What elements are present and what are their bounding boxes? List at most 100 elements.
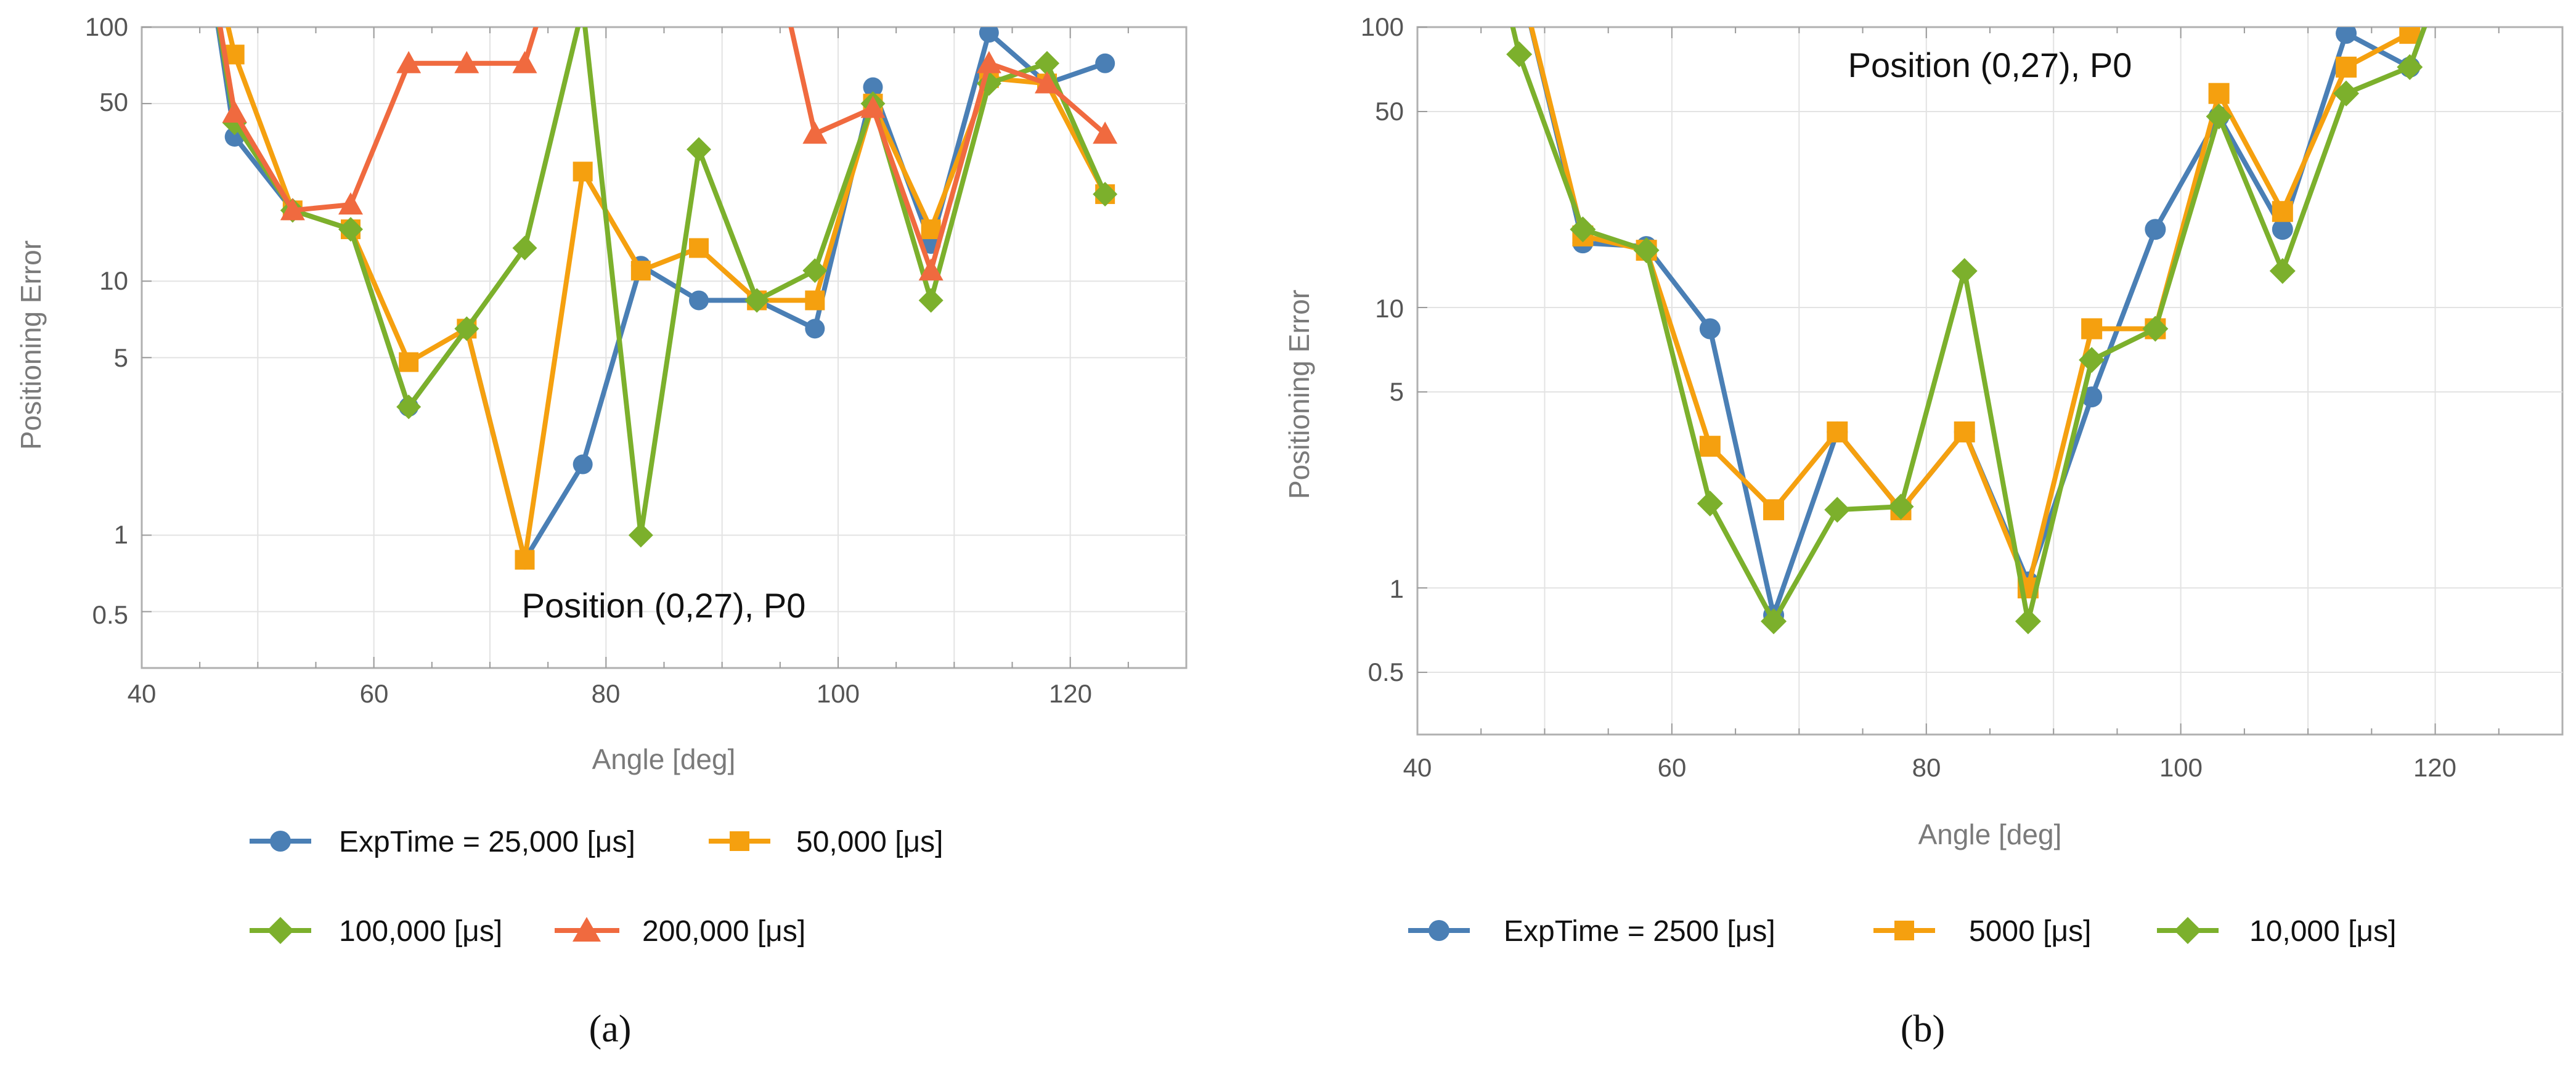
y-tick-label: 0.5 [92,600,128,629]
data-point [805,290,825,311]
y-tick-label: 1 [114,520,128,549]
data-point [1697,491,1723,517]
data-point [802,121,828,144]
y-tick-label: 5 [114,343,128,372]
annotation-a: Position (0,27), P0 [522,586,806,625]
x-axis-title-a: Angle [deg] [592,743,736,775]
data-point [280,198,305,221]
legend-b: ExpTime = 2500 [μs] 5000 [μs] 10,000 [μs… [1408,915,2396,948]
data-point [571,0,595,19]
data-point [1763,499,1785,521]
series-group-a [215,0,1118,570]
data-point [628,523,653,548]
data-point [2272,219,2293,240]
data-point [744,288,770,313]
legend-label: 100,000 [μs] [339,915,502,948]
data-point [1699,436,1721,457]
data-point [396,51,422,73]
data-point [396,394,422,420]
data-point [630,261,651,281]
panel-label-b: (b) [1901,1008,1945,1050]
data-point [2272,201,2293,222]
y-tick-label: 1 [1390,574,1404,603]
data-point [2336,56,2357,78]
data-point [1824,497,1851,523]
data-point [2336,27,2357,44]
data-point [976,51,1001,73]
y-tick-label: 50 [1375,97,1404,126]
legend-marker [573,917,601,942]
data-point [2269,258,2296,284]
data-point [1954,421,1975,442]
legend-marker [2174,917,2201,944]
x-ticks-b: 40 60 80 100 120 [1403,753,2456,782]
legend-marker [730,831,749,851]
data-point [454,316,479,341]
legend-entry: 200,000 [μs] [555,915,805,948]
legend-marker [270,831,291,852]
legend-label: ExpTime = 2500 [μs] [1504,915,1775,948]
legend-label: 200,000 [μs] [642,915,805,948]
y-tick-label: 100 [1361,12,1404,41]
data-point [338,217,363,242]
legend-entry: ExpTime = 25,000 [μs] [250,826,635,858]
data-point [2079,347,2105,373]
data-point [860,96,886,118]
data-point [1633,237,1660,264]
data-point [1827,421,1848,442]
x-tick-label: 100 [817,679,860,708]
data-point [1888,494,1914,520]
data-point [454,51,479,73]
data-point [1093,121,1118,144]
data-point [1761,608,1787,635]
legend-entry: 50,000 [μs] [709,826,943,858]
data-point [1699,318,1721,340]
series-group-b [1506,27,2427,635]
x-tick-label: 120 [2413,753,2456,782]
data-point [2208,83,2230,104]
y-ticks-b: 0.5 1 5 10 50 100 [1361,12,1404,686]
y-tick-label: 10 [99,266,128,295]
legend-a: ExpTime = 25,000 [μs] 50,000 [μs] 100,00… [250,826,943,948]
y-tick-label: 10 [1375,294,1404,323]
data-point [2333,80,2360,107]
data-point [399,352,419,372]
data-point [863,77,883,97]
data-point [1093,182,1118,207]
data-point [1035,71,1059,94]
x-tick-label: 80 [1912,753,1941,782]
data-point [918,288,944,313]
y-ticks-a: 0.5 1 5 10 50 100 [85,12,128,629]
legend-entry: 10,000 [μs] [2157,915,2396,948]
data-point [515,550,535,570]
gridlines-a [142,26,1186,668]
data-point [512,235,537,261]
data-point [689,290,709,311]
plot-area-a [141,26,1188,669]
data-point [802,258,828,283]
data-point [805,319,825,339]
data-point [2142,316,2169,342]
data-point [512,51,537,73]
x-tick-label: 100 [2159,753,2203,782]
chart-a: 40 60 80 100 120 0.5 1 5 10 50 100 Angle… [15,0,1188,1050]
legend-entry: ExpTime = 2500 [μs] [1408,915,1775,948]
x-tick-label: 60 [360,679,389,708]
data-point [1570,216,1596,243]
legend-entry: 5000 [μs] [1873,915,2091,948]
legend-marker [1429,920,1449,941]
x-ticks-a: 40 60 80 100 120 [128,679,1092,708]
y-axis-title-b: Positioning Error [1283,290,1315,499]
data-point [2206,104,2232,130]
data-point [921,219,941,240]
data-point [687,137,711,162]
data-point [1951,258,1978,284]
legend-label: 50,000 [μs] [796,826,943,858]
panel-label-a: (a) [589,1008,632,1050]
data-point [222,100,247,123]
x-tick-label: 80 [592,679,621,708]
series-line [218,27,1107,274]
y-tick-label: 0.5 [1368,658,1404,686]
data-point [2015,608,2041,635]
x-tick-label: 60 [1658,753,1687,782]
